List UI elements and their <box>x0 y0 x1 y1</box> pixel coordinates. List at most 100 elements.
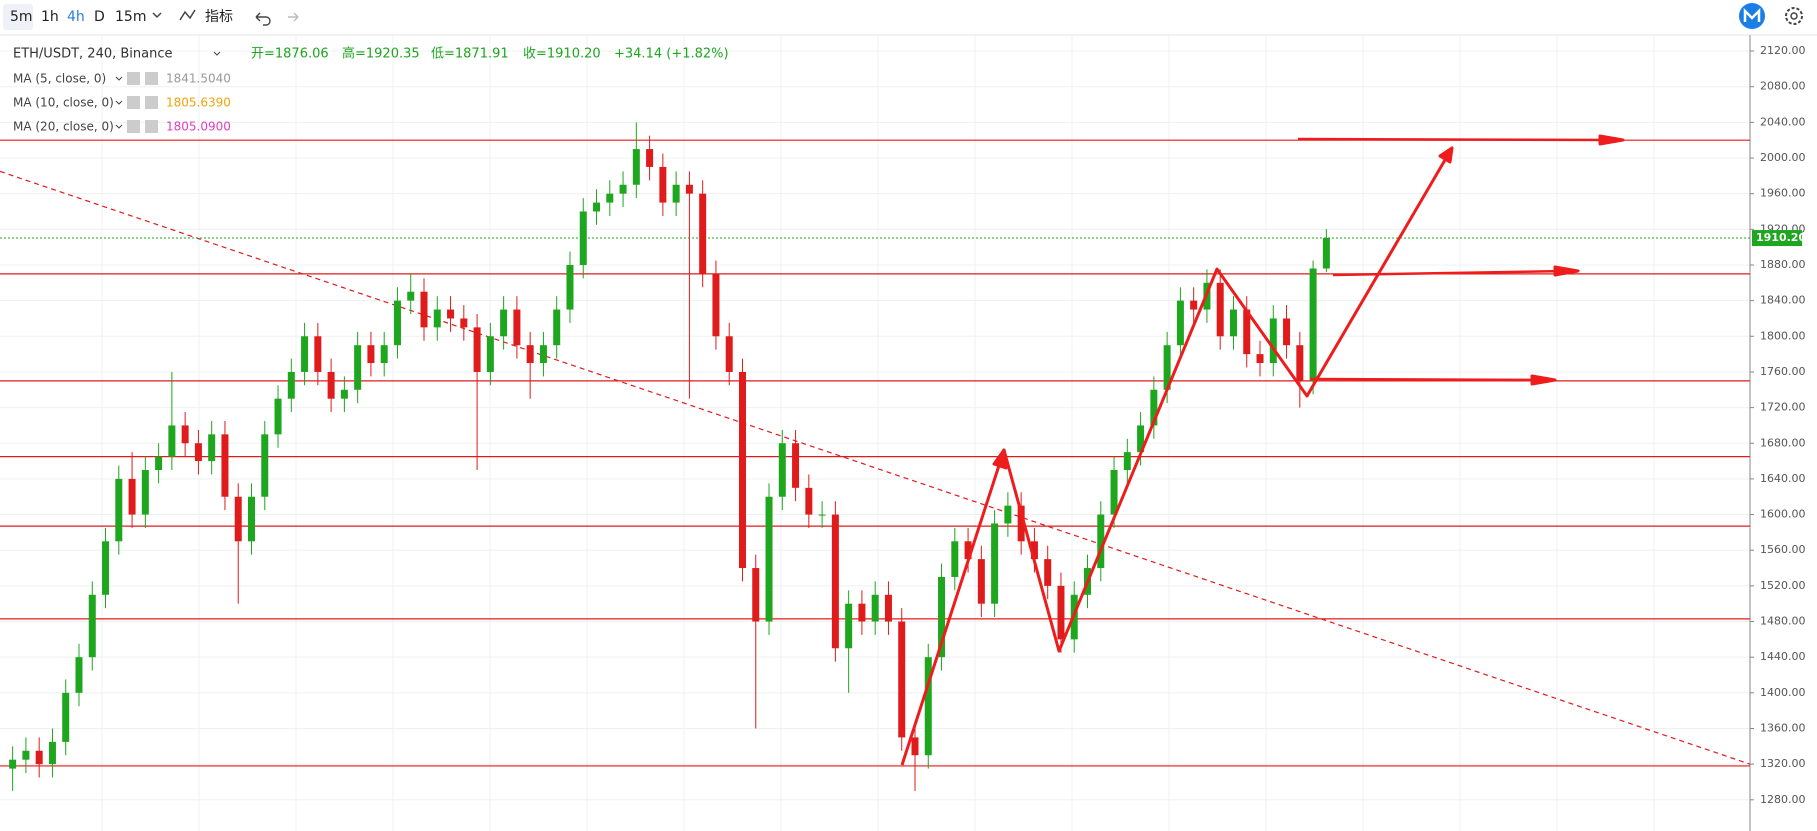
ma-label: MA (5, close, 0) <box>13 72 106 86</box>
arrow-head <box>1553 265 1580 277</box>
trend-line <box>0 170 1751 765</box>
candle-body <box>486 336 494 372</box>
candle-body <box>1283 318 1291 346</box>
candle-body <box>500 309 508 337</box>
dropdown-icon[interactable] <box>152 12 162 19</box>
ma-label: MA (10, close, 0) <box>13 96 114 110</box>
visibility-toggle[interactable] <box>127 96 140 109</box>
candle-body <box>606 193 614 203</box>
remove-button[interactable] <box>145 72 158 85</box>
candle-body <box>1137 425 1145 453</box>
candle-body <box>977 559 985 604</box>
candle-body <box>102 541 110 595</box>
indicators-button[interactable]: 指标 <box>205 9 233 25</box>
redo-button[interactable] <box>288 12 299 22</box>
visibility-toggle[interactable] <box>127 72 140 85</box>
visibility-toggle[interactable] <box>127 120 140 133</box>
candle-body <box>951 541 959 577</box>
candle-body <box>1017 505 1025 542</box>
indicator-icon[interactable] <box>179 9 196 21</box>
candle-body <box>62 692 70 742</box>
candle-body <box>1269 318 1277 364</box>
candle-body <box>247 496 255 542</box>
y-tick-label: 1560.00 <box>1760 543 1806 556</box>
ma-value: 1841.5040 <box>166 72 231 86</box>
y-tick-label: 1400.00 <box>1760 686 1806 699</box>
y-tick-label: 1600.00 <box>1760 508 1806 521</box>
interval-button[interactable]: 4h <box>67 9 85 25</box>
interval-button[interactable]: 1h <box>41 9 59 25</box>
y-tick-label: 1640.00 <box>1760 472 1806 485</box>
candle-body <box>327 371 335 399</box>
candle-body <box>115 478 123 542</box>
candle-body <box>1097 514 1105 569</box>
y-tick-label: 1280.00 <box>1760 793 1806 806</box>
candle-body <box>898 621 906 738</box>
candle-body <box>1150 389 1158 426</box>
candle-body <box>48 741 56 765</box>
settings-button[interactable] <box>1785 7 1803 25</box>
interval-button[interactable]: 5m <box>10 9 33 25</box>
y-tick-label: 1320.00 <box>1760 757 1806 770</box>
legend-high: 高=1920.35 <box>342 46 420 62</box>
remove-button[interactable] <box>145 120 158 133</box>
candle-body <box>208 434 216 462</box>
y-tick-label: 1680.00 <box>1760 436 1806 449</box>
candle-body <box>194 443 202 462</box>
candle-body <box>1309 268 1317 381</box>
candle-body <box>274 398 282 435</box>
logo-mark <box>1743 7 1761 22</box>
candle-body <box>1110 469 1118 515</box>
candle-body <box>155 456 163 470</box>
y-tick-label: 2040.00 <box>1760 115 1806 128</box>
candle-body <box>75 657 83 693</box>
dropdown-icon[interactable] <box>115 100 123 105</box>
candle-body <box>354 345 362 390</box>
interval-button[interactable]: D <box>94 9 105 25</box>
candle-body <box>526 345 534 364</box>
dropdown-icon[interactable] <box>115 76 123 81</box>
active-interval-bg <box>3 4 33 30</box>
ma-value: 1805.6390 <box>166 96 231 110</box>
candle-body <box>1243 309 1251 355</box>
arrow-head <box>1530 374 1557 386</box>
candle-body <box>924 657 932 756</box>
candle-body <box>991 523 999 604</box>
interval-button[interactable]: 15m <box>115 9 146 25</box>
legend-close: 收=1910.20 <box>523 47 601 62</box>
y-tick-label: 2000.00 <box>1760 151 1806 164</box>
candle-body <box>314 336 322 372</box>
legend-open: 开=1876.06 <box>251 47 329 62</box>
plot-area: 1280.00 1320.00 1360.00 1400.00 1440.00 1480.… <box>0 35 1806 831</box>
candle-body <box>659 166 667 203</box>
dropdown-icon[interactable] <box>213 51 221 56</box>
candle-body <box>646 149 654 167</box>
candle-body <box>35 750 43 765</box>
candle-body <box>407 291 415 301</box>
ma-value: 1805.0900 <box>166 120 231 134</box>
y-tick-label: 1960.00 <box>1760 187 1806 200</box>
candle-body <box>340 389 348 399</box>
candle-body <box>725 336 733 372</box>
candle-body <box>1322 238 1330 269</box>
candle-body <box>1296 345 1304 381</box>
candle-body <box>619 184 627 194</box>
candle-body <box>831 514 839 649</box>
candle-body <box>884 594 892 622</box>
candle-body <box>447 309 455 319</box>
candle-body <box>579 211 587 265</box>
logo[interactable] <box>1739 3 1765 29</box>
y-tick-label: 1880.00 <box>1760 258 1806 271</box>
candle-body <box>433 309 441 328</box>
candle-body <box>738 371 746 569</box>
candle-body <box>473 327 481 372</box>
candle-body <box>1216 282 1224 337</box>
candle-body <box>938 576 946 658</box>
candle-body <box>301 336 309 372</box>
candle-body <box>911 737 919 756</box>
remove-button[interactable] <box>145 96 158 109</box>
ma-label: MA (20, close, 0) <box>13 120 114 134</box>
dropdown-icon[interactable] <box>115 124 123 129</box>
candle-body <box>420 291 428 328</box>
undo-button[interactable] <box>255 12 271 26</box>
